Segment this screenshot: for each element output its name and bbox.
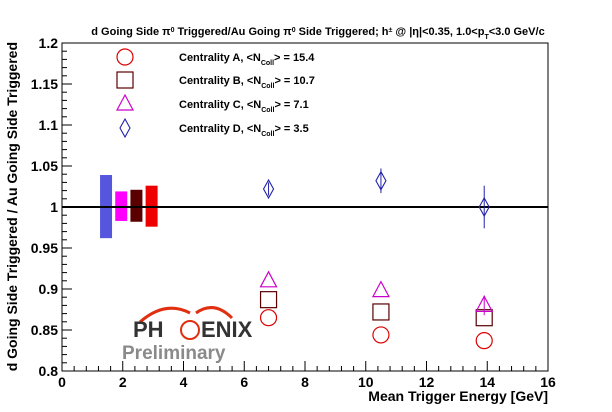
data-point [475, 332, 493, 350]
legend-label: Centrality C, <NColl> = 7.1 [179, 99, 309, 114]
legend-label: Centrality A, <NColl> = 15.4 [179, 52, 315, 67]
legend-marker [116, 71, 134, 89]
x-axis: 0 2 4 6 8 10 12 14 16 [58, 361, 556, 390]
logo-preliminary: Preliminary [122, 343, 226, 364]
y-tick-label: 1.2 [39, 35, 59, 51]
y-tick-label: 0.95 [31, 240, 58, 256]
data-point [262, 178, 275, 200]
x-tick-label: 16 [540, 374, 556, 390]
y-axis-title: d Going Side Triggered / Au Going Side T… [4, 42, 20, 371]
logo-flame-swoosh [195, 306, 234, 320]
x-tick-label: 14 [479, 374, 495, 390]
y-tick-label: 1.05 [31, 158, 58, 174]
legend-label: Centrality D, <NColl> = 3.5 [179, 123, 309, 138]
logo-flame-swoosh [139, 306, 191, 324]
y-axis: 0.8 0.85 0.9 0.95 1 1.05 1.1 1.15 1.2 [31, 35, 72, 379]
logo-text-left: PH [133, 317, 164, 342]
data-point [375, 170, 387, 191]
y-tick-label: 0.8 [39, 363, 59, 379]
chart-title: d Going Side π0 Triggered/Au Going π0 Si… [91, 26, 544, 41]
legend-marker [116, 93, 134, 111]
data-point [371, 280, 390, 298]
data-point [259, 291, 278, 309]
legend-label: Centrality B, <NColl> = 10.7 [179, 75, 315, 90]
legend: Centrality A, <NColl> = 15.4 Centrality B… [116, 48, 315, 139]
y-tick-label: 0.85 [31, 322, 58, 338]
data-point [259, 270, 278, 288]
phenix-logo: PH ENIX Preliminary [122, 306, 253, 364]
data-point [475, 295, 494, 312]
y-tick-label: 1.15 [31, 76, 58, 92]
data-point [259, 309, 278, 327]
logo-phoenix-icon [180, 320, 200, 340]
x-tick-label: 8 [301, 374, 309, 390]
legend-marker [119, 117, 131, 139]
y-tick-label: 1.1 [39, 117, 59, 133]
y-tick-label: 0.9 [39, 281, 59, 297]
legend-marker [116, 48, 134, 66]
x-tick-label: 12 [419, 374, 435, 390]
x-axis-title: Mean Trigger Energy [GeV] [368, 388, 548, 404]
x-tick-label: 6 [240, 374, 248, 390]
x-tick-label: 4 [180, 374, 188, 390]
data-point [372, 303, 390, 321]
x-tick-label: 0 [58, 374, 66, 390]
x-tick-label: 10 [358, 374, 374, 390]
y-tick-label: 1 [50, 199, 58, 215]
data-points [259, 168, 494, 350]
x-tick-label: 2 [119, 374, 127, 390]
data-point [372, 326, 390, 344]
logo-text-right: ENIX [201, 317, 253, 342]
systematic-band [130, 189, 143, 222]
data-point [478, 196, 490, 218]
